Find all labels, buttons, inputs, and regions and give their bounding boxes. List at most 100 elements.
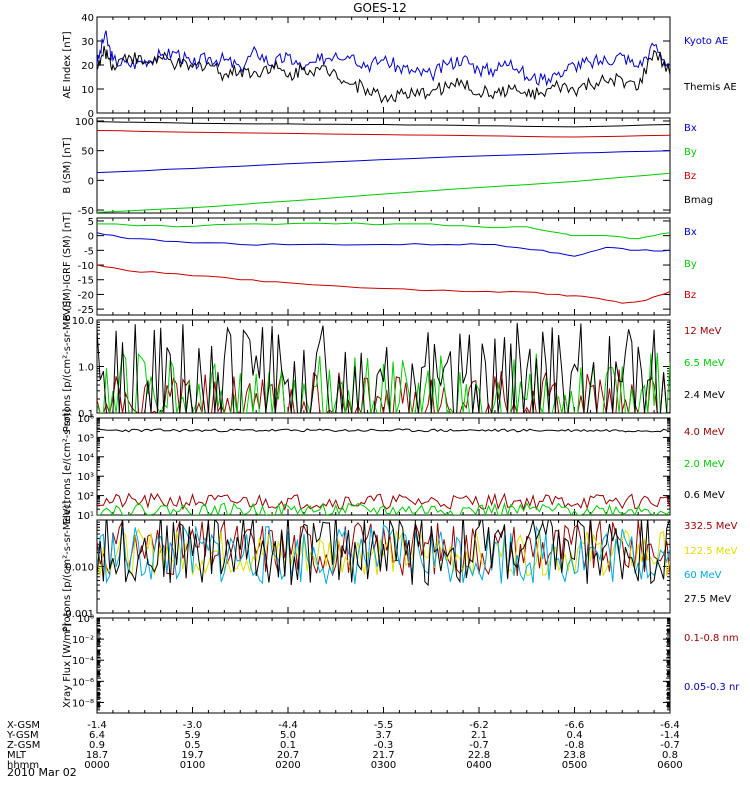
series-line xyxy=(97,30,670,87)
y-tick-label: 10² xyxy=(77,492,94,503)
tick-value: 20.7 xyxy=(277,750,299,761)
y-tick-label: -10 xyxy=(78,261,94,272)
y-tick-label: -5 xyxy=(84,246,94,257)
tick-value: -6.6 xyxy=(565,720,585,731)
panel-frame xyxy=(96,617,671,714)
legend-label: Bx xyxy=(684,227,697,238)
y-tick-label: 0 xyxy=(88,176,94,187)
row-label: X-GSM xyxy=(7,720,40,731)
tick-value: -0.7 xyxy=(660,740,680,751)
y-tick-label: 10⁴ xyxy=(77,453,94,464)
y-axis-label: Protons [p/(cm²-s-sr-MeV)] xyxy=(62,301,73,433)
tick-value: -5.5 xyxy=(374,720,394,731)
panel-5: 10¹ 10² 10³ 10⁴ 10⁵ 10⁶ Electrons [e/(cm²-s-sr… xyxy=(62,409,725,525)
tick-value: 2.1 xyxy=(471,730,487,741)
series-line xyxy=(97,523,670,585)
tick-value: 0200 xyxy=(275,760,300,771)
legend-label: 332.5 MeV xyxy=(684,521,738,532)
legend-label: 0.6 MeV xyxy=(684,490,725,501)
y-tick-label: -15 xyxy=(78,276,94,287)
y-tick-label: 40 xyxy=(81,13,94,24)
y-tick-label: 10⁶ xyxy=(77,414,94,425)
tick-value: -0.7 xyxy=(469,740,489,751)
series-line xyxy=(97,222,670,240)
y-axis-label: AE Index [nT] xyxy=(62,31,73,98)
panel-frame xyxy=(96,217,671,316)
tick-value: -0.8 xyxy=(565,740,585,751)
y-tick-label: 0.010 xyxy=(65,563,94,574)
legend-label: Kyoto AE xyxy=(684,36,728,47)
tick-value: -6.4 xyxy=(660,720,680,731)
series-line xyxy=(97,130,670,138)
legend-label: Themis AE xyxy=(683,82,737,93)
legend-label: Bz xyxy=(684,290,696,301)
y-tick-label: -25 xyxy=(78,305,94,316)
y-tick-label: 10⁻² xyxy=(72,635,94,646)
y-tick-label: 10 xyxy=(81,85,94,96)
series-line xyxy=(97,45,670,104)
y-tick-label: 10³ xyxy=(77,472,94,483)
series-line xyxy=(97,520,670,587)
legend-label: 4.0 MeV xyxy=(684,427,725,438)
row-label: Y-GSM xyxy=(6,730,39,741)
tick-value: -0.3 xyxy=(374,740,394,751)
y-tick-label: 0.001 xyxy=(65,609,94,620)
series-line xyxy=(97,322,670,413)
tick-value: 0.5 xyxy=(185,740,201,751)
y-tick-label: 10⁻⁸ xyxy=(72,698,94,709)
date-label: 2010 Mar 02 xyxy=(7,766,77,779)
panel-1: 0 10 20 30 40 AE Index [nT] Kyoto AE Themis AE xyxy=(62,13,737,120)
tick-value: 0100 xyxy=(180,760,205,771)
legend-label: By xyxy=(684,147,697,158)
y-tick-label: 5 xyxy=(88,217,94,228)
legend-label: Bx xyxy=(684,123,697,134)
series-line xyxy=(97,428,670,433)
tick-value: 0.1 xyxy=(280,740,296,751)
tick-value: 23.8 xyxy=(563,750,585,761)
legend-label: 0.1-0.8 nm xyxy=(684,633,739,644)
series-line xyxy=(97,150,670,174)
tick-value: 0500 xyxy=(562,760,587,771)
y-axis-label: Protons [p/(cm²-s-sr-MeV)] xyxy=(62,501,73,633)
tick-value: 0000 xyxy=(84,760,109,771)
tick-value: 0.8 xyxy=(662,750,678,761)
row-label: Z-GSM xyxy=(7,740,40,751)
tick-value: 21.7 xyxy=(372,750,394,761)
legend-label: 6.5 MeV xyxy=(684,358,725,369)
y-axis-label: Xray Flux [W/m²] xyxy=(62,623,73,708)
chart-title: GOES-12 xyxy=(353,1,407,15)
y-tick-label: 10⁻⁴ xyxy=(72,656,94,667)
tick-value: 19.7 xyxy=(181,750,203,761)
legend-label: 122.5 MeV xyxy=(684,546,738,557)
y-axis-label: B (SM)-IGRF (SM) [nT] xyxy=(62,212,73,321)
legend-label: 60 MeV xyxy=(684,570,722,581)
y-tick-label: 20 xyxy=(81,61,94,72)
tick-value: -3.0 xyxy=(183,720,203,731)
y-tick-label: -20 xyxy=(78,290,94,301)
tick-value: 6.4 xyxy=(89,730,105,741)
y-tick-label: -50 xyxy=(78,206,94,217)
row-label: hhmm xyxy=(7,760,39,771)
y-tick-label: 0 xyxy=(88,109,94,120)
tick-value: -6.2 xyxy=(469,720,489,731)
tick-value: -4.4 xyxy=(278,720,298,731)
tick-value: -1.4 xyxy=(87,720,107,731)
y-tick-label: 10.0 xyxy=(72,316,94,327)
tick-value: 3.7 xyxy=(376,730,392,741)
ephemeris-table: X-GSMY-GSMZ-GSMMLThhmm-1.46.40.918.70000… xyxy=(6,720,683,771)
panel-frame xyxy=(96,417,671,516)
y-axis-label: B (SM) [nT] xyxy=(62,137,73,193)
series-line xyxy=(97,121,670,128)
tick-value: 5.0 xyxy=(280,730,296,741)
y-axis-label: Electrons [e/(cm²-s-sr)] xyxy=(62,409,73,525)
y-tick-label: 1.0 xyxy=(78,363,94,374)
legend-label: 0.05-0.3 nr xyxy=(684,682,740,693)
tick-value: 22.8 xyxy=(468,750,490,761)
panel-7: 10⁻⁸ 10⁻⁶ 10⁻⁴ 10⁻² 10⁰ Xray Flux [W/m²] 0.1-0… xyxy=(62,614,740,714)
legend-label: Bmag xyxy=(684,195,713,206)
legend-label: Bz xyxy=(684,171,696,182)
y-tick-label: 100 xyxy=(75,117,94,128)
